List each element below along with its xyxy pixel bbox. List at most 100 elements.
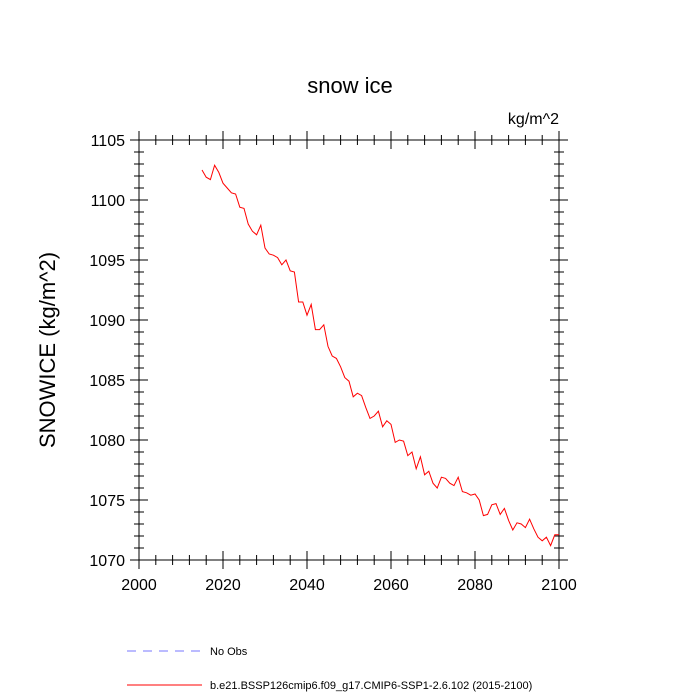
axis-ticks xyxy=(130,131,568,569)
chart-title: snow ice xyxy=(307,73,393,98)
legend: No Obs b.e21.BSSP126cmip6.f09_g17.CMIP6-… xyxy=(127,646,532,692)
data-point xyxy=(424,474,425,475)
data-point xyxy=(512,529,513,530)
series-line xyxy=(201,163,559,547)
data-point xyxy=(227,187,228,188)
data-point xyxy=(218,172,219,173)
data-point xyxy=(294,271,295,272)
data-point xyxy=(231,192,232,193)
data-point xyxy=(281,264,282,265)
data-point xyxy=(340,366,341,367)
data-point xyxy=(533,528,534,529)
data-point xyxy=(235,193,236,194)
data-point xyxy=(323,324,324,325)
data-point xyxy=(327,346,328,347)
data-point xyxy=(269,253,270,254)
data-point xyxy=(248,223,249,224)
data-point xyxy=(558,534,559,535)
data-point xyxy=(311,304,312,305)
series-points xyxy=(201,165,559,547)
data-point xyxy=(264,247,265,248)
data-point xyxy=(315,329,316,330)
x-tick-label: 2000 xyxy=(121,577,157,594)
data-point xyxy=(201,169,202,170)
data-point xyxy=(546,537,547,538)
data-point xyxy=(210,179,211,180)
data-point xyxy=(432,483,433,484)
x-tick-label: 2040 xyxy=(289,577,325,594)
y-tick-label: 1105 xyxy=(91,133,126,150)
x-tick-label: 2020 xyxy=(205,577,241,594)
data-point xyxy=(411,451,412,452)
data-point xyxy=(390,424,391,425)
data-point xyxy=(382,426,383,427)
legend-model-label: b.e21.BSSP126cmip6.f09_g17.CMIP6-SSP1-2.… xyxy=(210,680,532,692)
data-point xyxy=(365,407,366,408)
data-point xyxy=(550,545,551,546)
data-point xyxy=(504,508,505,509)
data-point xyxy=(466,492,467,493)
plot-frame xyxy=(138,139,560,561)
data-point xyxy=(344,377,345,378)
y-tick-label: 1080 xyxy=(89,433,125,450)
data-point xyxy=(285,259,286,260)
data-point xyxy=(306,315,307,316)
y-tick-label: 1070 xyxy=(89,553,125,570)
y-tick-label: 1075 xyxy=(89,493,125,510)
data-point xyxy=(260,225,261,226)
y-tick-label: 1100 xyxy=(91,193,126,210)
data-point xyxy=(537,537,538,538)
data-point xyxy=(407,455,408,456)
x-tick-label: 2100 xyxy=(541,577,577,594)
tick-labels: 2000 2020 2040 2060 2080 2100 1070 1075 1080 1085… xyxy=(89,133,576,594)
data-point xyxy=(487,514,488,515)
data-point xyxy=(361,395,362,396)
y-tick-label: 1085 xyxy=(89,373,125,390)
data-point xyxy=(479,499,480,500)
data-point xyxy=(353,396,354,397)
data-point xyxy=(243,208,244,209)
data-point xyxy=(214,165,215,166)
data-point xyxy=(399,439,400,440)
data-point xyxy=(403,441,404,442)
data-point xyxy=(449,483,450,484)
data-point xyxy=(277,257,278,258)
data-point xyxy=(521,523,522,524)
data-point xyxy=(542,540,543,541)
data-point xyxy=(474,493,475,494)
data-point xyxy=(357,393,358,394)
data-point xyxy=(378,411,379,412)
data-point xyxy=(453,485,454,486)
data-point xyxy=(206,177,207,178)
y-tick-label: 1095 xyxy=(89,253,125,270)
data-point xyxy=(445,478,446,479)
x-tick-label: 2080 xyxy=(457,577,493,594)
data-point xyxy=(222,183,223,184)
data-point xyxy=(516,522,517,523)
data-point xyxy=(302,301,303,302)
data-point xyxy=(298,301,299,302)
data-point xyxy=(290,270,291,271)
data-point xyxy=(428,471,429,472)
data-point xyxy=(374,415,375,416)
data-point xyxy=(491,504,492,505)
data-point xyxy=(470,495,471,496)
data-point xyxy=(332,355,333,356)
data-point xyxy=(395,442,396,443)
data-point xyxy=(441,477,442,478)
data-point xyxy=(500,514,501,515)
data-point xyxy=(348,381,349,382)
data-point xyxy=(437,487,438,488)
data-point xyxy=(336,358,337,359)
data-point xyxy=(462,491,463,492)
data-point xyxy=(239,207,240,208)
data-point xyxy=(273,255,274,256)
data-point xyxy=(386,420,387,421)
data-point xyxy=(416,468,417,469)
data-point xyxy=(369,418,370,419)
data-point xyxy=(256,234,257,235)
data-point xyxy=(529,519,530,520)
data-point xyxy=(495,503,496,504)
y-tick-label: 1090 xyxy=(89,313,125,330)
